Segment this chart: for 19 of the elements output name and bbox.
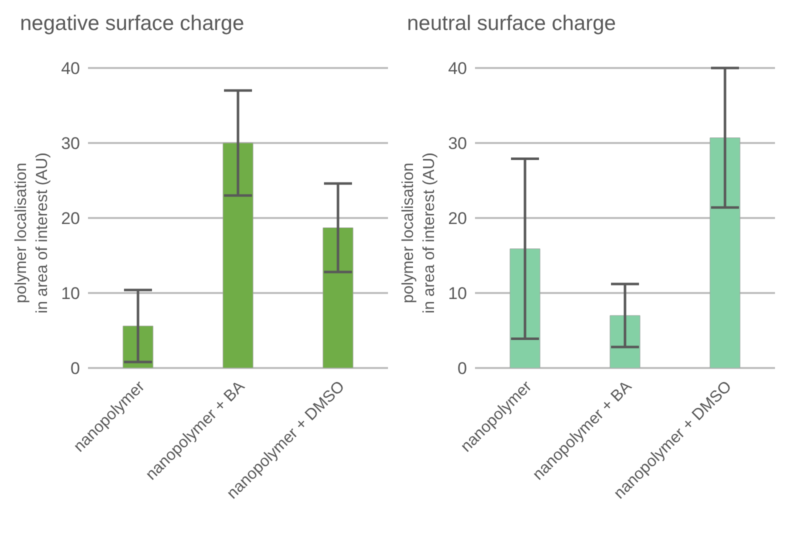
y-tick-label: 10 — [448, 284, 467, 304]
y-axis-title: polymer localisation in area of interest (AU) — [400, 152, 438, 314]
chart-title: neutral surface charge — [407, 12, 616, 36]
y-tick-label: 40 — [61, 59, 80, 78]
y-tick-label: 0 — [70, 359, 80, 378]
bar — [510, 248, 540, 368]
y-tick-label: 30 — [61, 134, 80, 154]
bar — [710, 138, 740, 368]
y-tick-label: 40 — [448, 59, 467, 78]
bar — [222, 142, 254, 368]
y-tick-label: 0 — [458, 359, 467, 378]
chart-title: negative surface charge — [20, 12, 244, 36]
y-axis-title: polymer localisation in area of interest (AU) — [13, 152, 51, 314]
y-tick-label: 10 — [61, 284, 80, 304]
y-tick-label: 30 — [448, 134, 467, 154]
y-tick-label: 20 — [61, 209, 80, 228]
bar — [610, 315, 640, 368]
y-tick-label: 20 — [448, 209, 467, 228]
bar — [322, 228, 354, 368]
